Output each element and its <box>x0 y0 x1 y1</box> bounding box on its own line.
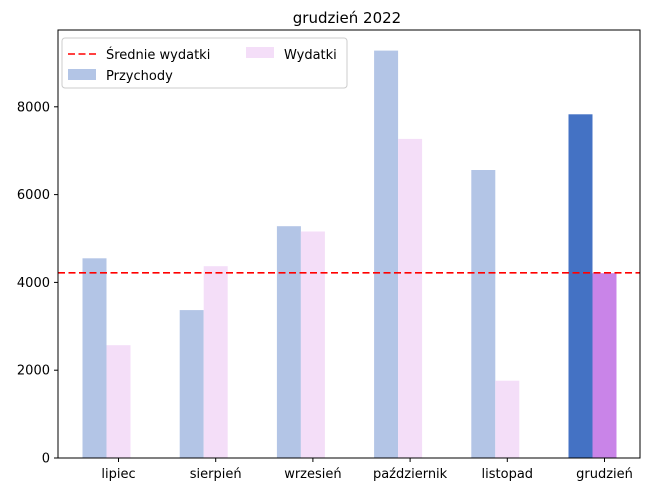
x-tick-label-wrzesien: wrzesień <box>284 467 341 482</box>
y-tick-label-0: 0 <box>42 452 50 467</box>
bar-wydatki-grudzien <box>592 273 617 458</box>
bar-przychody-pazdziernik <box>374 50 399 458</box>
bar-przychody-lipiec <box>82 258 107 458</box>
legend-label-average-expenses: Średnie wydatki <box>106 47 210 63</box>
x-tick-label-sierpien: sierpień <box>190 467 242 482</box>
legend-label-expenses: Wydatki <box>284 48 337 63</box>
bars-group <box>82 50 617 459</box>
x-tick-label-grudzien: grudzień <box>576 467 633 482</box>
bar-wydatki-listopad <box>495 380 520 458</box>
y-tick-label-2000: 2000 <box>17 364 50 379</box>
y-tick-label-6000: 6000 <box>17 188 50 203</box>
y-axis: 0 2000 4000 6000 8000 <box>17 100 58 467</box>
y-tick-label-4000: 4000 <box>17 276 50 291</box>
bar-wydatki-wrzesien <box>300 231 325 458</box>
bar-przychody-wrzesien <box>276 226 301 458</box>
x-tick-label-pazdziernik: październik <box>373 467 448 482</box>
bar-wydatki-sierpien <box>203 266 228 458</box>
legend: Średnie wydatki Wydatki Przychody <box>61 37 348 89</box>
bar-wydatki-lipiec <box>106 345 131 458</box>
plot-frame <box>57 29 641 459</box>
bar-wydatki-pazdziernik <box>398 138 423 458</box>
bar-przychody-sierpien <box>179 310 204 458</box>
y-tick-label-8000: 8000 <box>17 100 50 115</box>
legend-swatch-revenue <box>68 69 96 80</box>
legend-label-revenue: Przychody <box>106 69 173 84</box>
bar-przychody-grudzien <box>568 114 593 459</box>
x-tick-label-lipiec: lipiec <box>101 467 135 482</box>
x-tick-label-listopad: listopad <box>482 467 534 482</box>
chart-title: grudzień 2022 <box>293 9 401 27</box>
bar-przychody-listopad <box>471 170 496 458</box>
legend-swatch-expenses <box>246 47 274 58</box>
legend-box <box>61 37 348 89</box>
x-axis: lipiec sierpień wrzesień październik listopa… <box>101 458 633 482</box>
